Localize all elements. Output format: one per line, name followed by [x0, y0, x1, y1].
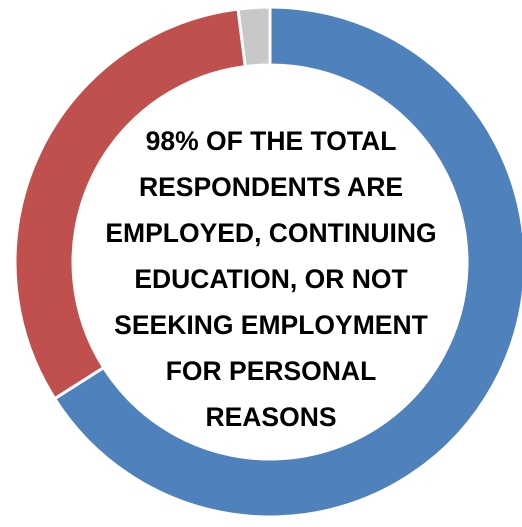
center-label-container: 98% OF THE TOTAL RESPONDENTS ARE EMPLOYE… [96, 124, 446, 434]
center-label: 98% OF THE TOTAL RESPONDENTS ARE EMPLOYE… [105, 126, 437, 432]
donut-slice-3 [236, 5, 272, 69]
donut-slice-1 [52, 5, 522, 519]
donut-slice-2 [13, 7, 247, 401]
